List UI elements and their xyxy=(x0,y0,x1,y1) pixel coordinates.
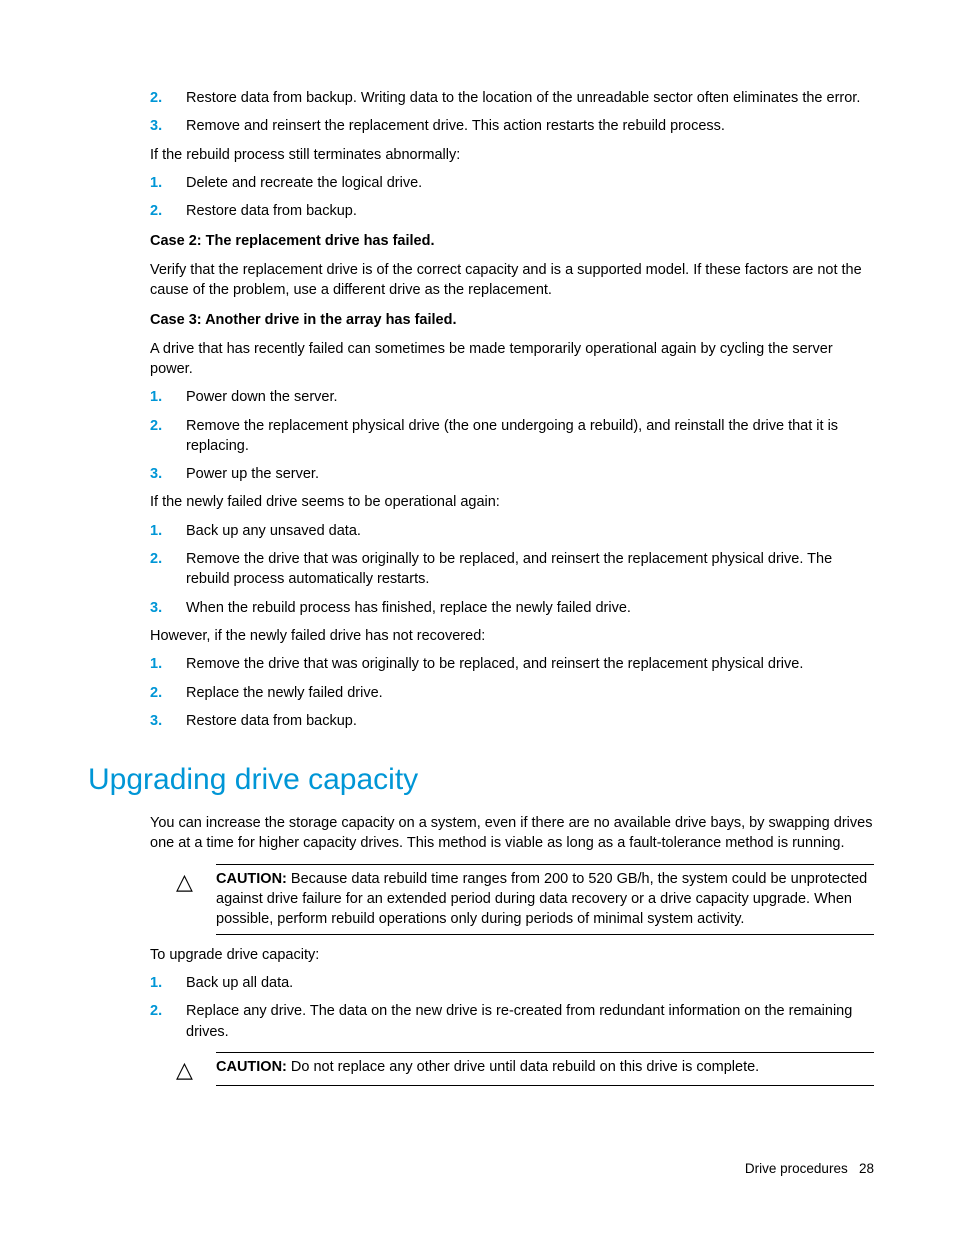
list-number: 2. xyxy=(150,201,186,221)
body-paragraph: If the rebuild process still terminates … xyxy=(150,145,874,165)
divider xyxy=(216,1085,874,1086)
main-content: 2.Restore data from backup. Writing data… xyxy=(150,88,874,731)
body-paragraph: However, if the newly failed drive has n… xyxy=(150,626,874,646)
list-number: 1. xyxy=(150,387,186,407)
list-text: Power up the server. xyxy=(186,464,874,484)
footer-page-number: 28 xyxy=(859,1161,874,1176)
caution-row: △ CAUTION: Do not replace any other driv… xyxy=(176,1053,874,1085)
list-item: 3.When the rebuild process has finished,… xyxy=(150,598,874,618)
ordered-list-5: 1.Remove the drive that was originally t… xyxy=(150,654,874,731)
list-number: 1. xyxy=(150,973,186,993)
list-text: Remove the drive that was originally to … xyxy=(186,654,874,674)
caution-row: △ CAUTION: Because data rebuild time ran… xyxy=(176,865,874,934)
list-number: 2. xyxy=(150,549,186,590)
list-number: 1. xyxy=(150,654,186,674)
caution-body: Do not replace any other drive until dat… xyxy=(291,1059,759,1075)
ordered-list-3: 1.Power down the server. 2.Remove the re… xyxy=(150,387,874,484)
list-text: Remove the replacement physical drive (t… xyxy=(186,416,874,457)
list-number: 1. xyxy=(150,521,186,541)
section-heading: Upgrading drive capacity xyxy=(88,759,874,801)
caution-box-2: △ CAUTION: Do not replace any other driv… xyxy=(176,1052,874,1086)
list-number: 2. xyxy=(150,416,186,457)
list-item: 1.Back up all data. xyxy=(150,973,874,993)
list-number: 3. xyxy=(150,711,186,731)
ordered-list-4: 1.Back up any unsaved data. 2.Remove the… xyxy=(150,521,874,618)
divider xyxy=(216,934,874,935)
list-text: Replace the newly failed drive. xyxy=(186,683,874,703)
list-item: 1.Back up any unsaved data. xyxy=(150,521,874,541)
ordered-list-2: 1.Delete and recreate the logical drive.… xyxy=(150,173,874,222)
list-item: 2.Restore data from backup. xyxy=(150,201,874,221)
list-text: Restore data from backup. xyxy=(186,201,874,221)
ordered-list-6: 1.Back up all data. 2.Replace any drive.… xyxy=(150,973,874,1042)
list-item: 2.Remove the drive that was originally t… xyxy=(150,549,874,590)
case-3-title: Case 3: Another drive in the array has f… xyxy=(150,310,874,330)
list-text: Remove and reinsert the replacement driv… xyxy=(186,116,874,136)
upgrade-section: You can increase the storage capacity on… xyxy=(150,813,874,1086)
footer-section: Drive procedures xyxy=(745,1161,848,1176)
caution-label: CAUTION: xyxy=(216,1059,287,1075)
caution-icon: △ xyxy=(176,1057,216,1081)
list-item: 3.Power up the server. xyxy=(150,464,874,484)
case-3-body: A drive that has recently failed can som… xyxy=(150,339,874,380)
list-item: 1.Remove the drive that was originally t… xyxy=(150,654,874,674)
list-item: 2.Replace any drive. The data on the new… xyxy=(150,1001,874,1042)
list-text: Delete and recreate the logical drive. xyxy=(186,173,874,193)
ordered-list-top: 2.Restore data from backup. Writing data… xyxy=(150,88,874,137)
list-item: 2.Restore data from backup. Writing data… xyxy=(150,88,874,108)
list-text: Replace any drive. The data on the new d… xyxy=(186,1001,874,1042)
list-text: Back up any unsaved data. xyxy=(186,521,874,541)
caution-text: CAUTION: Because data rebuild time range… xyxy=(216,869,874,930)
body-paragraph: To upgrade drive capacity: xyxy=(150,945,874,965)
list-text: Power down the server. xyxy=(186,387,874,407)
list-text: When the rebuild process has finished, r… xyxy=(186,598,874,618)
list-item: 3.Restore data from backup. xyxy=(150,711,874,731)
case-2-body: Verify that the replacement drive is of … xyxy=(150,260,874,301)
list-text: Back up all data. xyxy=(186,973,874,993)
list-text: Restore data from backup. xyxy=(186,711,874,731)
document-page: 2.Restore data from backup. Writing data… xyxy=(0,0,954,1136)
list-item: 3.Remove and reinsert the replacement dr… xyxy=(150,116,874,136)
list-number: 2. xyxy=(150,1001,186,1042)
list-number: 3. xyxy=(150,116,186,136)
caution-text: CAUTION: Do not replace any other drive … xyxy=(216,1057,874,1077)
list-text: Restore data from backup. Writing data t… xyxy=(186,88,874,108)
caution-icon: △ xyxy=(176,869,216,893)
list-number: 2. xyxy=(150,88,186,108)
list-number: 3. xyxy=(150,464,186,484)
list-item: 1.Delete and recreate the logical drive. xyxy=(150,173,874,193)
list-number: 3. xyxy=(150,598,186,618)
caution-body: Because data rebuild time ranges from 20… xyxy=(216,871,867,928)
list-item: 2.Replace the newly failed drive. xyxy=(150,683,874,703)
page-footer: Drive procedures 28 xyxy=(745,1160,874,1179)
list-number: 2. xyxy=(150,683,186,703)
list-text: Remove the drive that was originally to … xyxy=(186,549,874,590)
upgrade-intro: You can increase the storage capacity on… xyxy=(150,813,874,854)
list-item: 1.Power down the server. xyxy=(150,387,874,407)
body-paragraph: If the newly failed drive seems to be op… xyxy=(150,492,874,512)
caution-label: CAUTION: xyxy=(216,871,287,887)
list-number: 1. xyxy=(150,173,186,193)
list-item: 2.Remove the replacement physical drive … xyxy=(150,416,874,457)
caution-box-1: △ CAUTION: Because data rebuild time ran… xyxy=(176,864,874,935)
case-2-title: Case 2: The replacement drive has failed… xyxy=(150,231,874,251)
